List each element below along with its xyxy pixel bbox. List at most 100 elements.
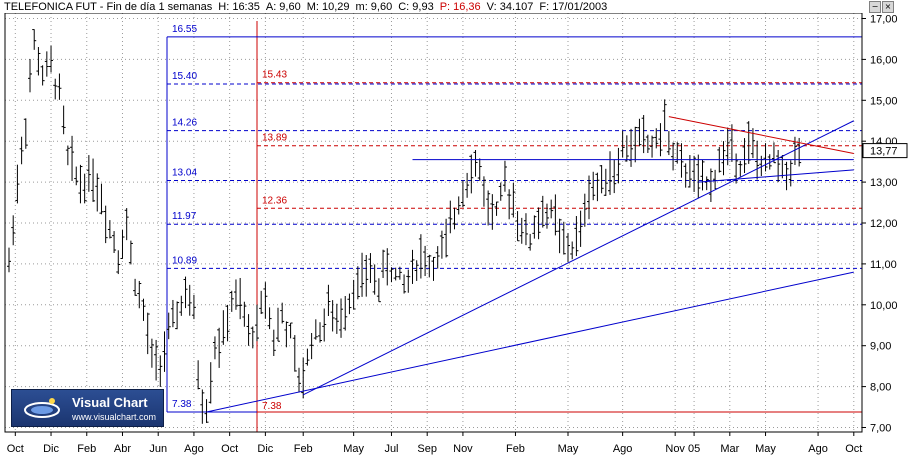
ohlc-bar [456,196,461,215]
ohlc-bar [103,205,108,244]
ohlc-bar [208,362,213,404]
ohlc-bar [662,99,667,131]
x-tick-label: Nov [665,443,685,455]
ohlc-bar [36,47,41,76]
ohlc-bar [427,254,432,278]
ohlc-bar [490,194,495,230]
y-tick-label: 10,00 [870,300,898,312]
minus-icon: − [871,2,879,11]
ohlc-bar [120,230,125,259]
ohlc-bar [595,172,600,202]
x-tick-label: Jul [384,443,398,455]
ohlc-bar [742,138,747,173]
ohlc-bar [175,301,180,330]
ohlc-bar [158,355,163,387]
ohlc-bar [776,149,781,183]
ohlc-bar [397,266,402,280]
ohlc-bar [112,231,117,254]
ohlc-bar [229,290,234,312]
ohlc-bar [318,322,323,343]
x-tick-label: Jun [149,443,167,455]
ohlc-bar [603,168,608,196]
price-tag-label: 13,77 [870,146,898,158]
ohlc-bar [309,333,314,360]
ohlc-bar [498,182,503,201]
ohlc-bar [360,252,365,297]
ohlc-bar [414,260,419,281]
ohlc-bar [166,312,171,340]
ohlc-bar [435,246,440,269]
x-tick-label: Nov [453,443,473,455]
ohlc-bar [549,199,554,219]
ohlc-bar [242,301,247,327]
ohlc-bar [78,164,83,204]
current-price-tag: 13,77 [862,143,908,159]
x-tick-label: Feb [77,443,96,455]
ohlc-bar [149,338,154,368]
ohlc-bar [200,389,205,424]
y-tick-label: 7,00 [870,423,891,435]
ohlc-bar [44,51,49,77]
ohlc-bar [95,173,100,212]
ohlc-bar [11,215,16,246]
ohlc-bar [528,233,533,251]
ohlc-bar [145,312,150,355]
header-stat: m: 9,60 [356,1,393,13]
ohlc-bar [570,241,575,260]
ohlc-bar [608,151,613,195]
ohlc-bar [32,29,37,50]
ohlc-bar [191,294,196,320]
ohlc-bar [179,295,184,316]
trendline [668,116,854,154]
ohlc-bar [259,290,264,315]
ohlc-bar [124,208,129,241]
header-text: TELEFONICA FUT - Fin de día 1 semanas H: … [4,1,607,13]
x-tick-label: Feb [506,443,525,455]
ohlc-bar [696,154,701,199]
ohlc-bar [246,314,251,346]
close-button[interactable]: × [882,1,894,13]
fibonacci-levels: 16.55 15.43 15.40 14.26 13.89 13.04 12.36 11.97… [166,21,862,432]
ohlc-bar [334,303,339,334]
visual-chart-logo-icon [24,398,60,418]
ohlc-bar [107,220,112,239]
ohlc-bar [788,160,793,187]
ohlc-bar [297,367,302,393]
fib-level-label: 12.36 [262,195,287,206]
ohlc-bar [263,282,268,319]
y-tick-label: 9,00 [870,341,891,353]
ohlc-bar [74,166,79,186]
header-title: TELEFONICA FUT - Fin de día 1 semanas [4,1,213,13]
ohlc-bar [515,211,520,242]
fib-level-label: 7.38 [262,401,282,412]
ohlc-bar [99,183,104,215]
ohlc-bar [233,279,238,310]
ohlc-bar [313,319,318,340]
fib-level-label: 15.43 [262,70,287,81]
ohlc-bar [61,105,66,135]
fib-level-label: 15.40 [172,71,197,82]
y-tick-label: 17,00 [870,14,898,26]
header-background [0,0,910,13]
ohlc-bar [620,130,625,158]
ohlc-bar [19,136,24,165]
ohlc-bar [616,147,621,184]
x-tick-label: May [343,443,364,455]
minimize-button[interactable]: − [869,1,881,13]
ohlc-bar [486,190,491,226]
ohlc-bar [423,245,428,277]
ohlc-bar [267,307,272,330]
fib-level-label: 11.97 [172,211,197,222]
ohlc-bar [536,207,541,240]
ohlc-bar [473,149,478,177]
fib-level-label: 14.26 [172,118,197,129]
ohlc-bar [519,217,524,244]
ohlc-bar [767,154,772,170]
visual-chart-logo: Visual Chart www.visualchart.com [11,389,164,427]
ohlc-bar [402,274,407,294]
ohlc-bar [65,145,70,166]
ohlc-bar [368,253,373,284]
header-stat: A: 9,60 [266,1,301,13]
ohlc-bar [364,254,369,297]
ohlc-bar [553,194,558,236]
